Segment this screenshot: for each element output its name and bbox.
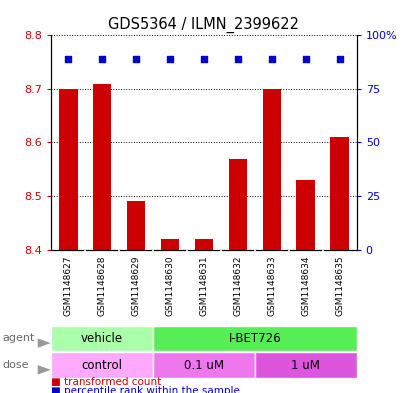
Bar xyxy=(254,352,356,378)
Point xyxy=(99,56,105,62)
Bar xyxy=(330,137,348,250)
Point xyxy=(166,56,173,62)
Text: GSM1148630: GSM1148630 xyxy=(165,255,174,316)
Text: GSM1148635: GSM1148635 xyxy=(335,255,344,316)
Text: GSM1148632: GSM1148632 xyxy=(233,255,242,316)
Text: GSM1148627: GSM1148627 xyxy=(63,255,72,316)
Title: GDS5364 / ILMN_2399622: GDS5364 / ILMN_2399622 xyxy=(108,17,299,33)
Text: GSM1148628: GSM1148628 xyxy=(97,255,106,316)
Point xyxy=(200,56,207,62)
Bar xyxy=(160,239,179,250)
Text: I-BET726: I-BET726 xyxy=(228,332,281,345)
Bar xyxy=(296,180,315,250)
Text: agent: agent xyxy=(2,333,34,343)
Text: GSM1148629: GSM1148629 xyxy=(131,255,140,316)
Text: ■ transformed count: ■ transformed count xyxy=(51,377,161,387)
Text: control: control xyxy=(81,358,122,372)
Bar xyxy=(262,89,281,250)
Text: GSM1148631: GSM1148631 xyxy=(199,255,208,316)
Text: GSM1148634: GSM1148634 xyxy=(301,255,310,316)
Bar xyxy=(92,84,111,250)
Bar xyxy=(59,89,77,250)
Point xyxy=(336,56,342,62)
Text: 0.1 uM: 0.1 uM xyxy=(184,358,223,372)
Point xyxy=(302,56,308,62)
Bar xyxy=(153,352,254,378)
Point xyxy=(268,56,274,62)
Bar xyxy=(51,325,153,351)
Bar xyxy=(228,158,247,250)
Point xyxy=(234,56,240,62)
Text: vehicle: vehicle xyxy=(81,332,123,345)
Bar xyxy=(153,325,356,351)
Text: 1 uM: 1 uM xyxy=(291,358,319,372)
Bar xyxy=(194,239,213,250)
Point xyxy=(65,56,71,62)
Polygon shape xyxy=(38,338,51,348)
Polygon shape xyxy=(38,365,51,375)
Text: dose: dose xyxy=(2,360,29,370)
Bar xyxy=(126,201,145,250)
Point xyxy=(133,56,139,62)
Text: GSM1148633: GSM1148633 xyxy=(267,255,276,316)
Text: ■ percentile rank within the sample: ■ percentile rank within the sample xyxy=(51,386,240,393)
Bar xyxy=(51,352,153,378)
